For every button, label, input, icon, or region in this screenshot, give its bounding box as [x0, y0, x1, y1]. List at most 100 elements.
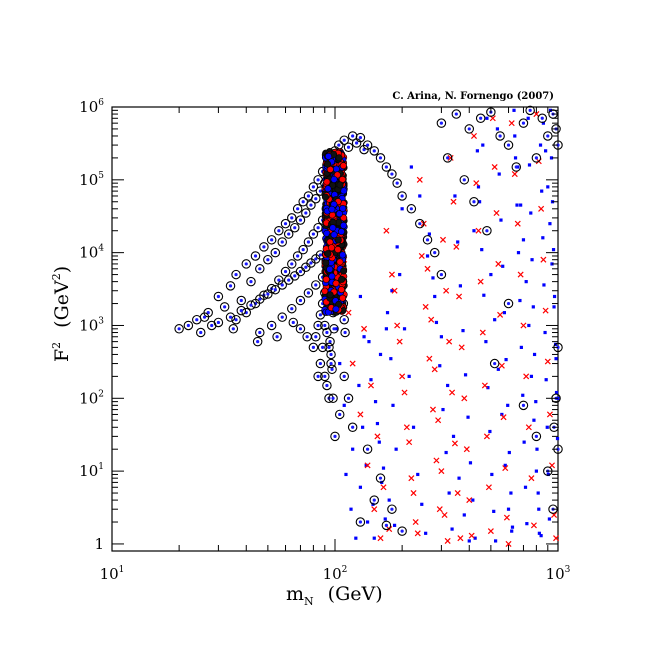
circled-point-center: [328, 340, 332, 344]
blue-square-point: [361, 425, 365, 429]
circled-point: [315, 358, 326, 369]
blue-square-point: [338, 361, 342, 366]
circled-point-center: [316, 226, 320, 230]
circled-point: [397, 526, 407, 536]
red-cross-point: [435, 417, 442, 424]
blue-square-point: [509, 491, 513, 495]
circled-point: [183, 320, 194, 331]
red-cross-point: [406, 439, 413, 446]
blue-square-point: [543, 330, 547, 335]
circled-point-center: [318, 361, 322, 366]
circled-point: [213, 291, 224, 302]
cluster-point: [339, 204, 347, 212]
blue-square-point: [507, 450, 511, 455]
cluster-point: [328, 205, 336, 213]
y-tick-label-base: 10: [79, 462, 98, 480]
blue-square-point: [532, 352, 537, 357]
red-cross-point: [388, 271, 395, 278]
circled-point: [397, 191, 407, 201]
red-cross-point: [470, 132, 478, 140]
red-cross-point: [528, 475, 535, 482]
blue-square-point: [535, 447, 539, 451]
red-cross-point: [477, 278, 484, 285]
blue-square-point: [529, 374, 534, 378]
blue-square-point: [504, 357, 508, 362]
circled-point: [518, 118, 529, 128]
circled-point-center: [346, 145, 351, 149]
circled-point-center: [202, 315, 207, 319]
blue-square-point: [407, 374, 411, 378]
blue-square-point: [506, 403, 510, 407]
cluster-point: [323, 178, 331, 186]
circled-point: [525, 105, 535, 116]
blue-square-point: [468, 461, 473, 465]
circled-point: [387, 169, 397, 179]
circled-point: [225, 281, 236, 291]
blue-square-point: [492, 509, 496, 513]
x-tick-label-exponent: 2: [342, 565, 348, 575]
circled-point: [199, 312, 210, 322]
blue-square-point: [526, 116, 530, 120]
red-cross-point: [394, 322, 401, 329]
blue-square-point: [522, 440, 526, 444]
circled-point: [272, 332, 282, 342]
circled-point-center: [301, 248, 305, 252]
red-cross-point: [485, 484, 492, 491]
red-cross-point: [517, 271, 524, 278]
red-cross-point: [349, 360, 356, 367]
red-cross-point: [530, 522, 537, 529]
blue-square-point: [552, 305, 556, 309]
circled-point: [250, 251, 261, 261]
red-cross-point: [458, 344, 465, 351]
circled-point-center: [331, 396, 335, 400]
circled-point-center: [296, 207, 300, 211]
circled-point-center: [306, 240, 311, 244]
cluster-point: [335, 210, 343, 218]
circled-point-center: [333, 434, 337, 438]
circled-point-center: [325, 383, 329, 388]
blue-square-point: [538, 143, 543, 147]
circled-point: [475, 113, 486, 124]
blue-square-point: [377, 440, 381, 444]
blue-square-point: [523, 485, 528, 489]
cluster-point: [324, 250, 332, 258]
blue-square-point: [434, 320, 439, 325]
circled-point-center: [378, 156, 383, 160]
y-tick-label-base: 1: [94, 535, 104, 553]
blue-square-point: [369, 378, 373, 382]
red-cross-point: [468, 532, 475, 539]
blue-square-point: [456, 240, 460, 244]
circled-point-center: [316, 323, 320, 328]
circled-point: [308, 182, 319, 192]
circled-point: [375, 153, 386, 163]
blue-square-point: [451, 434, 456, 438]
blue-square-point: [549, 156, 554, 160]
circled-point: [274, 225, 284, 236]
red-cross-point: [451, 440, 458, 447]
circled-point: [292, 251, 303, 261]
circled-point-center: [304, 265, 308, 269]
circled-point: [306, 200, 316, 210]
blue-square-point: [342, 403, 346, 407]
cluster-point: [328, 244, 336, 252]
circled-point: [313, 371, 323, 382]
cluster-point: [324, 160, 332, 168]
blue-square-point: [545, 425, 549, 429]
circled-point-center: [321, 345, 325, 349]
circled-point-center: [314, 197, 318, 201]
circled-point-center: [462, 178, 466, 182]
circled-point-center: [223, 305, 227, 309]
blue-square-point: [497, 172, 501, 176]
y-tick-label-base: 10: [79, 244, 98, 262]
red-cross-point: [408, 475, 415, 482]
circled-point: [469, 196, 479, 207]
circled-point-center: [528, 108, 532, 112]
circled-point-center: [262, 245, 266, 249]
blue-square-point: [485, 116, 489, 120]
blue-square-point: [381, 466, 386, 470]
blue-square-point: [527, 163, 532, 167]
blue-square-point: [364, 463, 368, 467]
circled-point: [369, 146, 380, 156]
circled-point: [277, 312, 287, 322]
red-cross-point: [396, 338, 403, 345]
